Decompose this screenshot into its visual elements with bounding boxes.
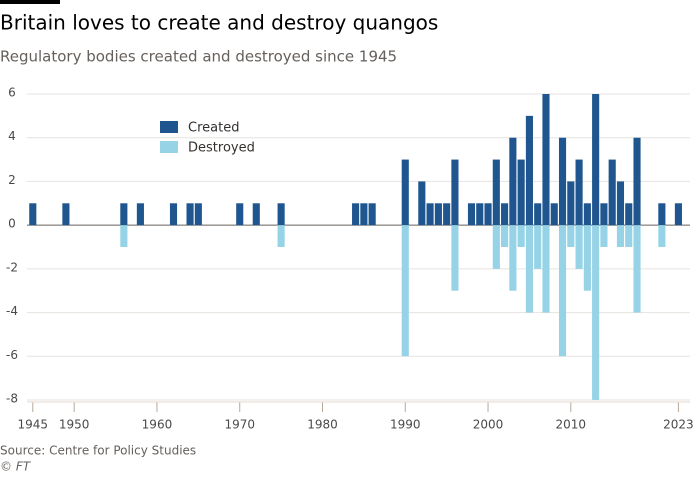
bar [534, 203, 542, 226]
bar [492, 225, 500, 269]
bar [120, 225, 128, 247]
bar [625, 203, 633, 226]
bar [509, 137, 517, 226]
bar [517, 225, 525, 247]
bar [616, 181, 625, 226]
x-tick-label: 1970 [224, 418, 255, 432]
x-tick-label: 1990 [390, 418, 421, 432]
bar [633, 137, 641, 226]
bar [401, 225, 409, 357]
bar [120, 203, 128, 226]
x-tick-label: 1980 [307, 418, 338, 432]
bar [575, 159, 583, 226]
bar [534, 225, 542, 269]
bar [542, 225, 550, 313]
bar [583, 203, 591, 226]
bar [476, 203, 484, 226]
chart-title: Britain loves to create and destroy quan… [0, 11, 438, 35]
bar [509, 225, 517, 291]
bar [451, 159, 459, 226]
x-tick-label: 1950 [59, 418, 90, 432]
bar [136, 203, 144, 226]
chart-subtitle: Regulatory bodies created and destroyed … [0, 48, 397, 66]
x-tick-label: 2023 [663, 418, 694, 432]
bar [186, 203, 194, 226]
y-tick-label: 6 [8, 86, 16, 100]
y-tick-label: -4 [6, 304, 18, 318]
bar [525, 225, 533, 313]
legend-swatch [160, 121, 178, 133]
bar [434, 203, 442, 226]
bar [592, 225, 600, 400]
bar [194, 203, 202, 226]
bar [169, 203, 178, 226]
bar [484, 203, 492, 226]
bar [501, 225, 509, 247]
bar [674, 203, 682, 226]
bar [608, 159, 616, 226]
source: Source: Centre for Policy Studies [0, 444, 196, 458]
y-tick-label: -6 [6, 348, 18, 362]
bar [567, 181, 575, 226]
bar [592, 94, 600, 226]
x-tick-label: 1960 [142, 418, 173, 432]
bar [550, 203, 558, 226]
legend-label: Created [188, 121, 239, 136]
x-tick-label: 1945 [18, 418, 49, 432]
legend-swatch [160, 141, 178, 153]
bar [418, 181, 426, 226]
title-accent [0, 0, 60, 4]
bar [492, 159, 500, 226]
bar [625, 225, 633, 247]
bar [583, 225, 591, 291]
bar [443, 203, 451, 226]
bar [236, 203, 244, 226]
x-tick-label: 2010 [556, 418, 587, 432]
bar [368, 203, 376, 226]
bar [401, 159, 409, 226]
y-tick-label: 0 [8, 217, 16, 231]
bar [360, 203, 368, 226]
x-tick-label: 2000 [473, 418, 504, 432]
bar [426, 203, 434, 226]
bar [600, 225, 608, 247]
y-tick-label: -2 [6, 260, 18, 274]
bar [252, 203, 260, 226]
bar [467, 203, 476, 226]
y-tick-label: 2 [8, 173, 16, 187]
bar [542, 94, 550, 226]
bar [575, 225, 583, 269]
bar [658, 225, 666, 247]
legend-label: Destroyed [188, 141, 255, 156]
bar [658, 203, 666, 226]
bar [558, 137, 567, 226]
bar [277, 203, 285, 226]
credit: © FT [0, 460, 32, 474]
bar [600, 203, 608, 226]
y-tick-label: 4 [8, 129, 16, 143]
bar [277, 225, 285, 247]
y-tick-label: -8 [6, 392, 18, 406]
bar [352, 203, 360, 226]
bar [501, 203, 509, 226]
bar [633, 225, 641, 313]
bar [29, 203, 37, 226]
bar [451, 225, 459, 291]
bar [567, 225, 575, 247]
bar [62, 203, 70, 226]
bar [517, 159, 525, 226]
bar [616, 225, 625, 247]
bar [525, 115, 533, 226]
bar [558, 225, 567, 357]
